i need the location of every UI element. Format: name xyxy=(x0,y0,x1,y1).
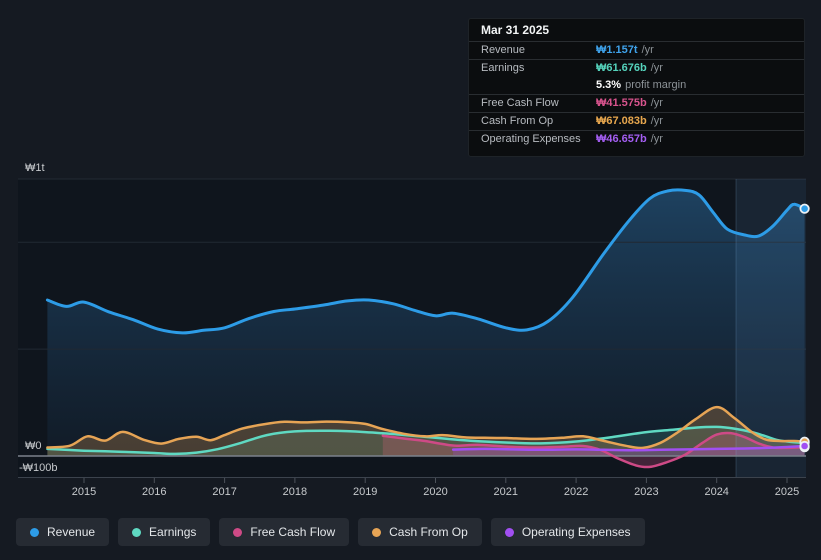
legend-label: Free Cash Flow xyxy=(250,525,336,539)
legend-chip-earnings[interactable]: Earnings xyxy=(118,518,211,546)
tooltip-row-free-cash-flow: Free Cash Flow ₩41.575b/yr xyxy=(469,94,804,112)
ttm-highlight-band xyxy=(736,179,806,478)
x-axis-label: 2023 xyxy=(634,486,658,498)
cash-from-op-line xyxy=(46,405,806,450)
x-axis-label: 2020 xyxy=(423,486,447,498)
free-cash-flow-line xyxy=(381,431,806,469)
chart-tooltip: Mar 31 2025 Revenue ₩1.157t/yr Earnings … xyxy=(468,18,805,157)
earnings-line xyxy=(46,425,806,456)
tooltip-date: Mar 31 2025 xyxy=(481,23,550,37)
x-axis-label: 2025 xyxy=(775,486,799,498)
x-axis-label: 2021 xyxy=(494,486,518,498)
legend-label: Earnings xyxy=(149,525,197,539)
earnings-dot-icon xyxy=(132,527,142,537)
legend-label: Cash From Op xyxy=(389,525,468,539)
chart-canvas[interactable]: 2015 2016 2017 2018 2019 2020 2021 2022 2023 2024… xyxy=(0,0,821,512)
x-axis-label: 2019 xyxy=(353,486,377,498)
chart-legend: Revenue Earnings Free Cash Flow Cash Fro… xyxy=(16,518,645,546)
x-axis-label: 2015 xyxy=(72,486,96,498)
x-axis-label: 2017 xyxy=(212,486,236,498)
legend-label: Revenue xyxy=(47,525,96,539)
y-axis-label: ₩0 xyxy=(25,440,42,452)
tooltip-row-profit-margin: 5.3% profit margin xyxy=(596,79,687,91)
revenue-area xyxy=(47,189,805,456)
operating-expenses-line xyxy=(451,444,806,452)
x-axis-label: 2024 xyxy=(704,486,728,498)
tooltip-row-revenue: Revenue ₩1.157t/yr xyxy=(469,41,804,59)
tooltip-row-earnings: Earnings ₩61.676b/yr xyxy=(469,59,804,77)
x-axis-label: 2016 xyxy=(142,486,166,498)
x-axis-label: 2022 xyxy=(564,486,588,498)
legend-chip-revenue[interactable]: Revenue xyxy=(16,518,110,546)
tooltip-row-cash-from-op: Cash From Op ₩67.083b/yr xyxy=(469,112,804,130)
operating-expenses-end-marker xyxy=(799,440,810,452)
x-axis-label: 2018 xyxy=(283,486,307,498)
revenue-end-marker xyxy=(799,203,810,214)
revenue-dot-icon xyxy=(30,527,39,537)
legend-chip-operating-expenses[interactable]: Operating Expenses xyxy=(490,518,645,546)
legend-label: Operating Expenses xyxy=(521,525,631,539)
cash-from-op-dot-icon xyxy=(372,527,382,537)
revenue-line xyxy=(45,188,807,335)
operating-expenses-dot-icon xyxy=(504,527,514,537)
legend-chip-cash-from-op[interactable]: Cash From Op xyxy=(358,518,482,546)
tooltip-row-operating-expenses: Operating Expenses ₩46.657b/yr xyxy=(469,130,804,148)
legend-chip-free-cash-flow[interactable]: Free Cash Flow xyxy=(219,518,350,546)
y-axis-label: -₩100b xyxy=(19,462,58,474)
y-axis-label: ₩1t xyxy=(25,162,45,174)
free-cash-flow-dot-icon xyxy=(233,527,243,537)
